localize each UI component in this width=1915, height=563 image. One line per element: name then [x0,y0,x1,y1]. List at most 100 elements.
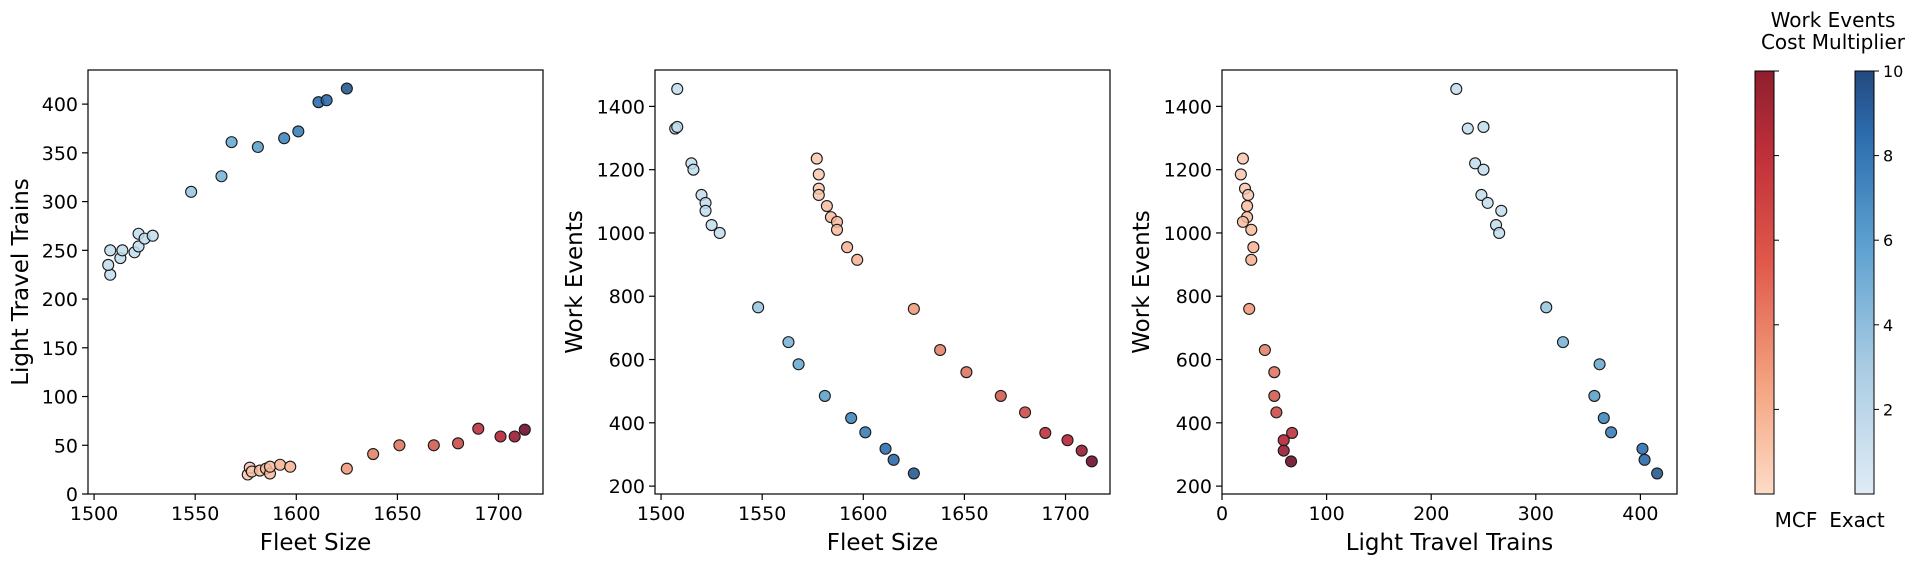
y-tick-label: 400 [42,94,78,116]
y-tick-label: 150 [42,338,78,360]
point-exact [104,268,117,281]
points-2 [669,82,1098,480]
x-tick-label: 200 [1413,503,1449,525]
point-mcf [812,168,825,181]
colorbar-tick-label: 2 [1883,400,1893,419]
point-exact [1469,157,1482,170]
point-mcf [960,366,973,379]
point-mcf [820,200,833,213]
y-ticks-1: 0 50 100 150 200 250 300 350 400 [42,94,88,506]
y-ticks-2: 200 400 600 800 1000 1200 1400 [597,96,655,498]
point-mcf [1277,444,1290,457]
point-mcf [1284,455,1298,468]
point-exact [1461,122,1474,135]
point-mcf [1234,168,1247,181]
point-exact [1540,301,1553,314]
y-axis-label-1: Light Travel Trains [8,178,34,386]
x-tick-label: 1550 [738,503,786,525]
point-mcf [841,241,854,254]
y-tick-label: 0 [66,484,78,506]
y-tick-label: 350 [42,143,78,165]
point-exact [1593,358,1606,371]
point-mcf [367,447,380,461]
y-tick-label: 1200 [1164,160,1212,182]
x-ticks-1: 1500 1550 1600 1650 1700 [70,494,523,525]
colorbar-exact-ticks: 2 4 6 8 10 [1874,62,1903,419]
point-exact [1636,442,1649,455]
point-exact [1477,120,1490,134]
y-tick-label: 1000 [597,223,645,245]
point-exact [845,412,858,425]
panel-2: 1500 1550 1600 1650 1700 200 400 600 800 1000 120… [562,69,1111,556]
x-axis-label-3: Light Travel Trains [1346,530,1554,556]
point-exact [320,94,333,107]
x-tick-label: 1600 [272,503,320,525]
colorbar-mcf-ticks [1774,70,1779,410]
point-mcf [907,302,920,315]
point-mcf [1236,152,1249,165]
point-mcf [830,223,844,236]
point-exact [782,336,795,349]
points-3 [1234,82,1664,480]
point-exact [713,226,726,240]
colorbar-tick-label: 4 [1883,316,1893,335]
colorbar: Work Events Cost Multiplier 2 4 6 8 10 MCF E… [1754,8,1906,532]
point-mcf [452,437,465,450]
y-tick-label: 1200 [597,160,645,182]
x-tick-label: 1700 [1041,503,1089,525]
plot-area-3 [1221,69,1678,495]
point-exact [215,170,228,183]
y-tick-label: 600 [1176,350,1212,372]
point-exact [687,163,700,176]
point-exact [752,301,765,314]
colorbar-tick-label: 6 [1883,231,1893,250]
point-exact [1477,163,1490,176]
point-mcf [994,389,1007,402]
y-tick-label: 600 [609,350,645,372]
point-exact [818,389,831,402]
point-mcf [1258,343,1271,357]
point-exact [1638,453,1651,466]
point-exact [1605,426,1618,439]
point-mcf [934,343,947,357]
x-tick-label: 1550 [171,503,219,525]
point-exact [887,453,900,466]
point-mcf [1242,188,1255,202]
point-exact [102,258,115,271]
x-ticks-3: 0 100 200 300 400 [1216,494,1659,525]
point-exact [859,426,872,439]
plot-area-1 [87,69,544,495]
y-tick-label: 250 [42,240,78,262]
point-exact [699,204,712,217]
point-exact [792,358,805,371]
points-1 [102,82,531,481]
point-mcf [1039,426,1052,439]
point-exact [671,82,684,96]
colorbar-label-mcf: MCF [1775,508,1818,532]
point-mcf [1245,223,1258,236]
point-mcf [393,439,406,452]
point-exact [1588,389,1601,402]
point-exact [907,467,920,480]
point-mcf [1019,406,1032,419]
point-mcf [1243,302,1256,315]
point-mcf [1061,434,1074,447]
point-mcf [1270,406,1283,419]
point-mcf [1085,455,1098,468]
point-exact [1493,226,1506,240]
colorbar-title-line1: Work Events [1771,8,1896,32]
colorbar-tick-label: 8 [1883,147,1893,166]
y-tick-label: 300 [42,192,78,214]
point-mcf [1247,241,1260,254]
point-mcf [472,422,485,435]
point-mcf [508,430,521,443]
point-exact [278,132,291,145]
x-ticks-2: 1500 1550 1600 1650 1700 [637,494,1090,525]
point-exact [1481,196,1494,209]
x-tick-label: 100 [1308,503,1344,525]
point-mcf [812,188,825,202]
y-tick-label: 200 [42,289,78,311]
point-exact [1651,467,1664,480]
point-exact [340,82,353,95]
point-exact [1597,412,1610,425]
